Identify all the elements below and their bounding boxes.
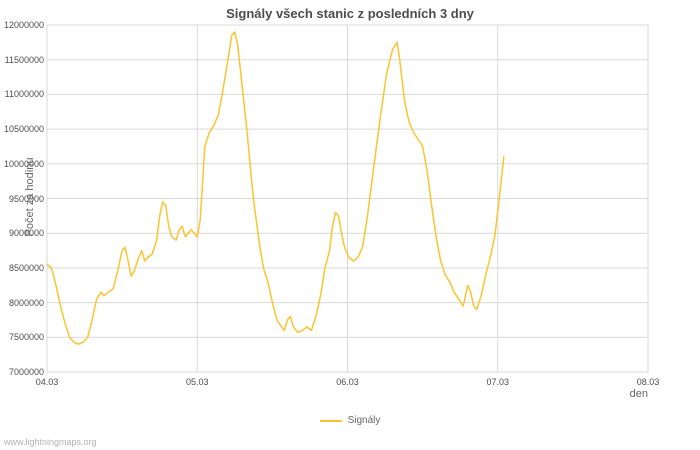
y-tick-label: 8000000 [8,297,44,308]
x-tick-label: 08.03 [636,377,660,387]
x-tick-label: 05.03 [185,377,209,387]
x-tick-label: 06.03 [336,377,359,387]
plot-border [46,24,649,373]
x-tick-label: 07.03 [486,377,510,387]
x-tick-label: 04.03 [35,377,59,387]
y-tick-label: 12000000 [3,20,44,30]
y-tick-label: 9000000 [8,228,44,239]
y-tick-label: 11000000 [4,89,44,100]
y-tick-label: 11500000 [4,54,44,65]
watermark-link: www.lightningmaps.org [4,437,97,447]
y-tick-label: 10500000 [3,124,44,135]
y-tick-label: 9500000 [8,193,44,204]
y-tick-label: 8500000 [8,262,44,273]
series-line-signaly [46,31,505,345]
y-tick-label: 10000000 [3,158,44,169]
x-axis-title: den [629,388,648,400]
y-tick-label: 7000000 [8,367,44,377]
legend-line-swatch [319,419,342,422]
y-axis-title: Počet za hodinu [24,157,36,237]
chart-title: Signály všech stanic z posledních 3 dny [226,6,474,21]
y-tick-label: 7500000 [8,332,44,343]
legend-label: Signály [347,415,381,426]
legend: Signály [0,415,700,426]
